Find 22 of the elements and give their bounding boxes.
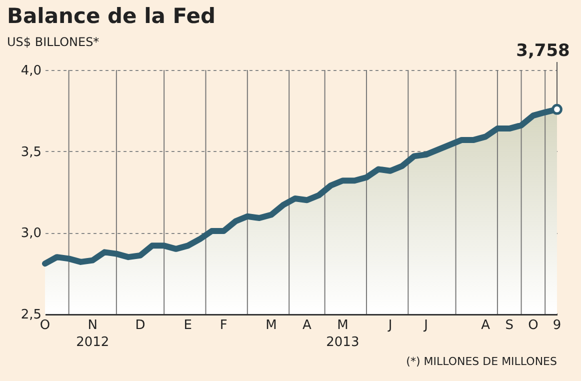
text: (*) MILLONES DE MILLONES <box>406 355 558 368</box>
y-tick-label: 3,0 <box>20 226 42 242</box>
annotation: 3,758 <box>516 41 570 61</box>
x-tick-label: J <box>387 318 392 333</box>
x-tick-label: S <box>505 318 514 333</box>
x-tick-label: 9 <box>552 318 562 333</box>
y-tick-label: 4,0 <box>20 64 42 78</box>
chart-subtitle: US$ BILLONES* <box>7 35 100 49</box>
x-tick-label: A <box>302 318 312 333</box>
x-tick-label: E <box>184 318 192 333</box>
x-tick-label: O <box>40 318 50 333</box>
x-tick-label: M <box>266 318 277 333</box>
x-tick-label: D <box>135 318 146 333</box>
chart-title: Balance de la Fed <box>7 4 216 28</box>
x-tick-label: J <box>423 318 428 333</box>
x-tick-label: A <box>481 318 490 333</box>
y-tick-label: 2,5 <box>20 308 42 322</box>
x-tick-label: F <box>220 318 228 333</box>
x-tick-label: M 2013 <box>326 318 360 350</box>
x-tick-label: O <box>528 318 538 333</box>
x-tick-label: N 2012 <box>76 318 110 350</box>
y-tick-label: 3,5 <box>20 144 42 160</box>
